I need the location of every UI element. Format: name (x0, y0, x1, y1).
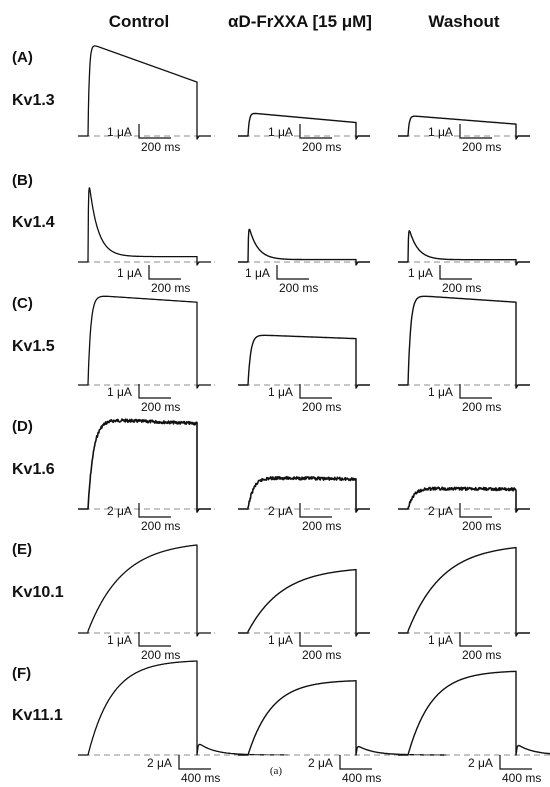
scale-current-label: 1 μA (408, 266, 433, 280)
current-trace (238, 228, 370, 266)
scale-time-label: 200 ms (462, 140, 501, 154)
current-trace (78, 45, 211, 140)
scale-bar (138, 503, 171, 518)
current-trace (398, 546, 530, 637)
scale-current-label: 2 μA (107, 504, 132, 518)
scale-time-label: 400 ms (181, 771, 220, 785)
current-trace (238, 475, 370, 513)
panel-row: (A) Kv1.3 1 μA 200 ms 1 μA 200 ms 1 μA 200 ms (12, 45, 534, 154)
figure-caption: (a) (270, 765, 283, 777)
column-header-washout: Washout (428, 12, 499, 31)
column-header-control: Control (109, 12, 169, 31)
scale-time-label: 200 ms (302, 400, 341, 414)
scale-time-label: 200 ms (141, 140, 180, 154)
scale-time-label: 200 ms (302, 519, 341, 533)
scale-time-label: 400 ms (502, 771, 541, 785)
scale-time-label: 200 ms (141, 400, 180, 414)
scale-current-label: 1 μA (117, 266, 142, 280)
scale-time-label: 200 ms (462, 648, 501, 662)
scale-current-label: 1 μA (245, 266, 270, 280)
panel-row: (E) Kv10.1 1 μA 200 ms 1 μA 200 ms 1 μA 200 ms (12, 541, 534, 662)
channel-name: Kv1.6 (12, 461, 55, 478)
scale-current-label: 1 μA (268, 125, 293, 139)
scale-bar (138, 384, 171, 399)
panel-letter: (E) (12, 541, 32, 558)
current-trace (238, 680, 447, 756)
current-trace (398, 115, 530, 140)
channel-name: Kv10.1 (12, 584, 64, 601)
panel-letter: (D) (12, 418, 33, 435)
panel-letter: (A) (12, 49, 33, 66)
channel-name: Kv11.1 (12, 707, 63, 724)
scale-time-label: 400 ms (342, 771, 381, 785)
panel-letter: (C) (12, 295, 33, 312)
scale-current-label: 1 μA (428, 633, 453, 647)
scale-time-label: 200 ms (279, 281, 318, 295)
current-trace (78, 187, 211, 266)
scale-time-label: 200 ms (442, 281, 481, 295)
scale-current-label: 2 μA (308, 756, 333, 770)
channel-name: Kv1.5 (12, 338, 55, 355)
current-trace (78, 660, 289, 756)
scale-bar (439, 265, 472, 280)
scale-time-label: 200 ms (141, 648, 180, 662)
current-trace (238, 568, 370, 637)
scale-current-label: 1 μA (107, 633, 132, 647)
current-trace (398, 486, 530, 513)
scale-bar (138, 632, 171, 647)
scale-current-label: 1 μA (268, 385, 293, 399)
channel-name: Kv1.3 (12, 92, 55, 109)
scale-time-label: 200 ms (302, 648, 341, 662)
scale-bar (299, 503, 332, 518)
current-trace (238, 112, 370, 140)
scale-bar (299, 124, 332, 139)
current-trace (238, 334, 370, 389)
scale-bar (148, 265, 181, 280)
panel-row: (F) Kv11.1 2 μA 400 ms 2 μA 400 ms 2 μA 400 ms (12, 660, 550, 785)
scale-time-label: 200 ms (462, 519, 501, 533)
panel-letter: (B) (12, 172, 33, 189)
scale-bar (459, 384, 492, 399)
current-trace (78, 544, 211, 637)
scale-current-label: 2 μA (268, 504, 293, 518)
scale-bar (459, 632, 492, 647)
scale-current-label: 1 μA (428, 385, 453, 399)
scale-time-label: 200 ms (151, 281, 190, 295)
scale-current-label: 2 μA (147, 756, 172, 770)
current-trace (398, 670, 550, 756)
scale-current-label: 2 μA (468, 756, 493, 770)
scale-current-label: 1 μA (428, 125, 453, 139)
scale-bar (178, 755, 211, 770)
scale-bar (459, 503, 492, 518)
panel-letter: (F) (12, 665, 31, 682)
current-trace (398, 295, 530, 389)
panel-row: (B) Kv1.4 1 μA 200 ms 1 μA 200 ms 1 μA 200 ms (12, 172, 534, 295)
scale-bar (138, 124, 171, 139)
scale-bar (459, 124, 492, 139)
column-headers: Control αD-FrXXA [15 μM] Washout (109, 12, 500, 31)
scale-time-label: 200 ms (462, 400, 501, 414)
current-trace (78, 295, 211, 389)
scale-time-label: 200 ms (141, 519, 180, 533)
channel-name: Kv1.4 (12, 214, 55, 231)
scale-current-label: 2 μA (428, 504, 453, 518)
scale-current-label: 1 μA (107, 385, 132, 399)
scale-bar (299, 632, 332, 647)
column-header-treatment: αD-FrXXA [15 μM] (228, 12, 372, 31)
scale-bar (499, 755, 532, 770)
scale-time-label: 200 ms (302, 140, 341, 154)
current-trace (398, 230, 530, 266)
current-trace (78, 418, 211, 513)
scale-bar (339, 755, 372, 770)
panel-row: (D) Kv1.6 2 μA 200 ms 2 μA 200 ms 2 μA 200 ms (12, 418, 534, 533)
scale-bar (276, 265, 309, 280)
panel-row: (C) Kv1.5 1 μA 200 ms 1 μA 200 ms 1 μA 200 ms (12, 295, 534, 414)
scale-bar (299, 384, 332, 399)
scale-current-label: 1 μA (268, 633, 293, 647)
scale-current-label: 1 μA (107, 125, 132, 139)
